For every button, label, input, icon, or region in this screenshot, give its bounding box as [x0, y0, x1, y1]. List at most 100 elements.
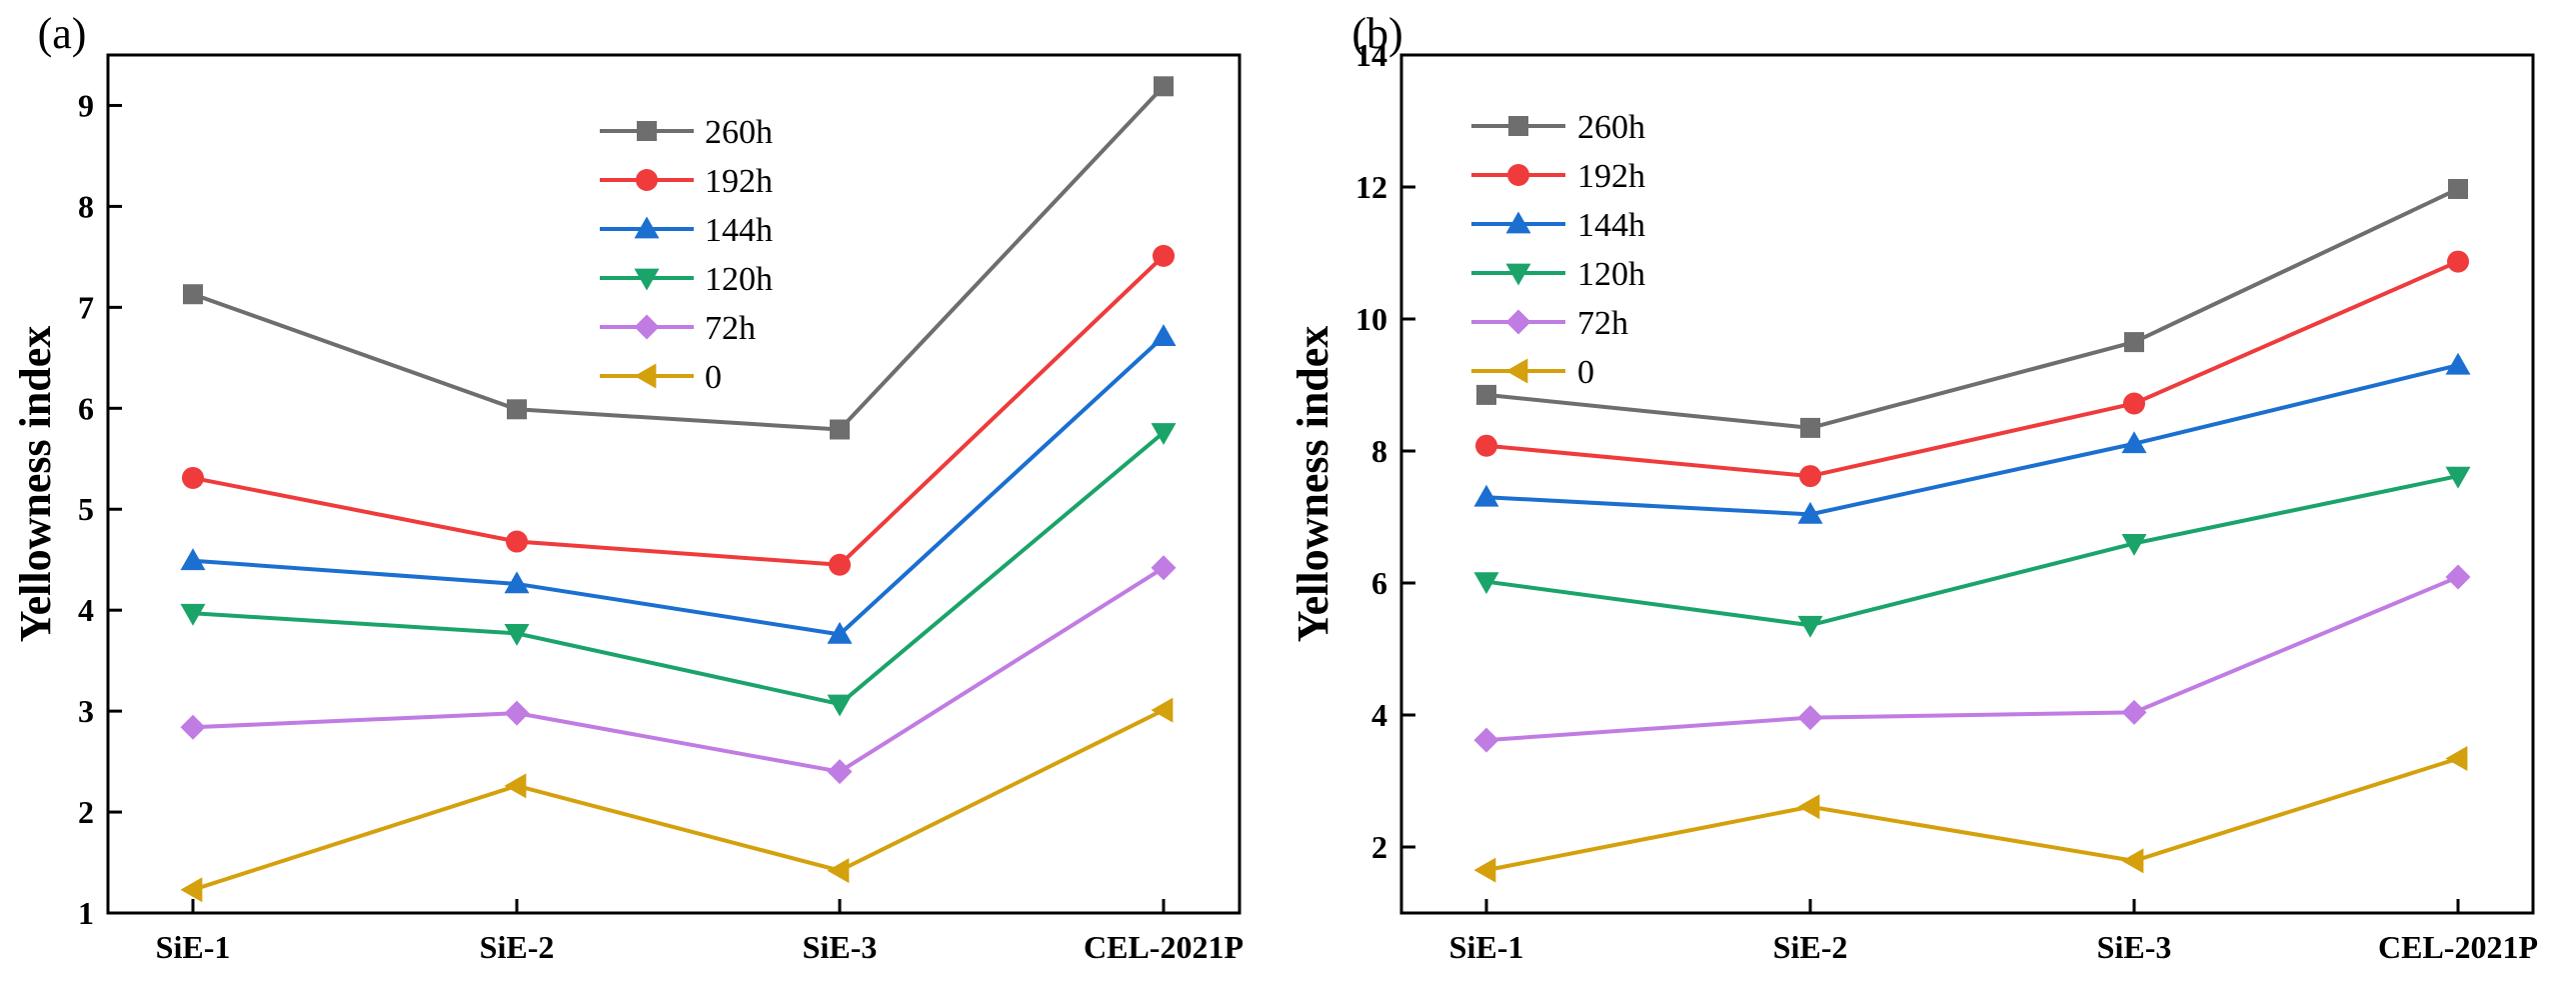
y-tick-label: 4 [1371, 697, 1387, 733]
x-tick-label: SiE-1 [1449, 929, 1524, 965]
data-point [182, 466, 204, 489]
legend-marker [1508, 116, 1528, 136]
legend-marker [634, 363, 657, 389]
data-point [1151, 324, 1177, 347]
data-point [504, 773, 527, 799]
data-point [2121, 431, 2147, 454]
data-point [1473, 727, 1499, 753]
data-point [829, 553, 851, 576]
y-tick-label: 2 [1371, 829, 1387, 865]
plot-frame [106, 53, 1242, 915]
data-point [504, 700, 530, 726]
data-point [1476, 384, 1496, 405]
data-point [1797, 794, 1820, 820]
data-point [2448, 178, 2468, 199]
y-tick-label: 10 [1355, 301, 1387, 337]
legend: 260h 192h 144h 120h 72h 0 [600, 114, 773, 396]
data-point [2124, 332, 2144, 353]
x-tick-label: SiE-3 [803, 929, 878, 965]
legend-marker [1505, 211, 1531, 234]
data-point [2445, 564, 2471, 590]
data-point [2447, 250, 2469, 273]
data-point [827, 759, 853, 785]
chart-panel-b: (b) 2 4 6 8 10 12 14 SiE-1 SiE-2 SiE-3 CEL-2021P Yel… [1288, 9, 2538, 965]
x-tick-label: SiE-1 [156, 929, 231, 965]
chart-panel-a: (a) 1 2 3 4 5 6 7 8 9 SiE-1 SiE-2 SiE-3 CEL-2021P Yell… [11, 9, 1244, 965]
x-tick-label: SiE-3 [2097, 929, 2172, 965]
legend-label: 72h [705, 310, 756, 347]
data-point [1151, 697, 1174, 723]
legend-label: 192h [1577, 158, 1645, 195]
y-tick-label: 4 [78, 592, 94, 628]
data-point [2445, 466, 2471, 489]
y-tick-label: 12 [1355, 169, 1387, 205]
data-point [1154, 76, 1174, 97]
data-point [1797, 501, 1823, 524]
data-point [830, 419, 850, 440]
data-point [1797, 615, 1823, 638]
data-point [2445, 352, 2471, 375]
y-tick-label: 8 [1371, 433, 1387, 469]
legend-marker [636, 169, 658, 191]
y-axis-title: Yellowness index [1288, 326, 1337, 643]
x-tick-label: CEL-2021P [2378, 929, 2538, 965]
y-tick-label: 6 [1371, 565, 1387, 601]
data-point [180, 877, 203, 903]
data-point [2445, 746, 2468, 772]
series-line-72h [192, 566, 1166, 774]
legend-label: 72h [1577, 305, 1628, 342]
legend-marker [634, 216, 660, 239]
series-line-120h [192, 430, 1166, 707]
series-line-0 [192, 708, 1165, 892]
y-tick-label: 8 [78, 188, 94, 224]
data-point [183, 284, 203, 305]
legend: 260h 192h 144h 120h 72h 0 [1471, 109, 1645, 391]
series-line-72h [1485, 575, 2459, 743]
y-tick-label: 9 [78, 87, 94, 123]
x-tick-label: SiE-2 [1773, 929, 1848, 965]
data-point [1473, 484, 1499, 507]
data-point [2121, 848, 2144, 874]
legend-label: 0 [705, 359, 722, 396]
plot-frame [1399, 53, 2535, 915]
data-point [827, 694, 853, 717]
panel-label: (a) [38, 9, 87, 58]
legend-marker [634, 268, 660, 291]
series-line-144h [192, 335, 1166, 637]
legend-marker [1505, 309, 1531, 335]
data-point [1151, 423, 1177, 446]
y-axis-title: Yellowness index [11, 326, 60, 643]
legend-marker [1507, 164, 1529, 186]
data-point [2121, 534, 2147, 556]
data-point [1799, 465, 1821, 488]
legend-marker [1505, 263, 1531, 286]
data-point [507, 399, 527, 420]
data-point [827, 858, 850, 884]
panel-label: (b) [1351, 9, 1402, 58]
data-point [180, 714, 206, 740]
legend-marker [634, 314, 660, 340]
series-line-120h [1485, 474, 2459, 628]
legend-label: 144h [705, 212, 773, 249]
legend-label: 0 [1577, 354, 1594, 391]
series-line-144h [1485, 363, 2459, 517]
y-tick-label: 7 [78, 289, 94, 325]
data-point [1475, 434, 1497, 457]
data-point [1153, 244, 1175, 267]
y-tick-label: 2 [78, 794, 94, 830]
legend-label: 260h [705, 114, 773, 151]
x-tick-label: SiE-2 [480, 929, 555, 965]
y-tick-label: 3 [78, 693, 94, 729]
data-point [1473, 857, 1496, 883]
data-point [1797, 705, 1823, 731]
legend-label: 144h [1577, 207, 1645, 244]
y-tick-label: 1 [78, 895, 94, 931]
data-point [504, 624, 530, 646]
data-point [827, 621, 853, 644]
data-point [180, 603, 206, 626]
x-tick-label: CEL-2021P [1084, 929, 1244, 965]
data-point [1800, 417, 1820, 438]
series-line-192h [1485, 259, 2459, 479]
y-tick-label: 14 [1355, 37, 1387, 73]
